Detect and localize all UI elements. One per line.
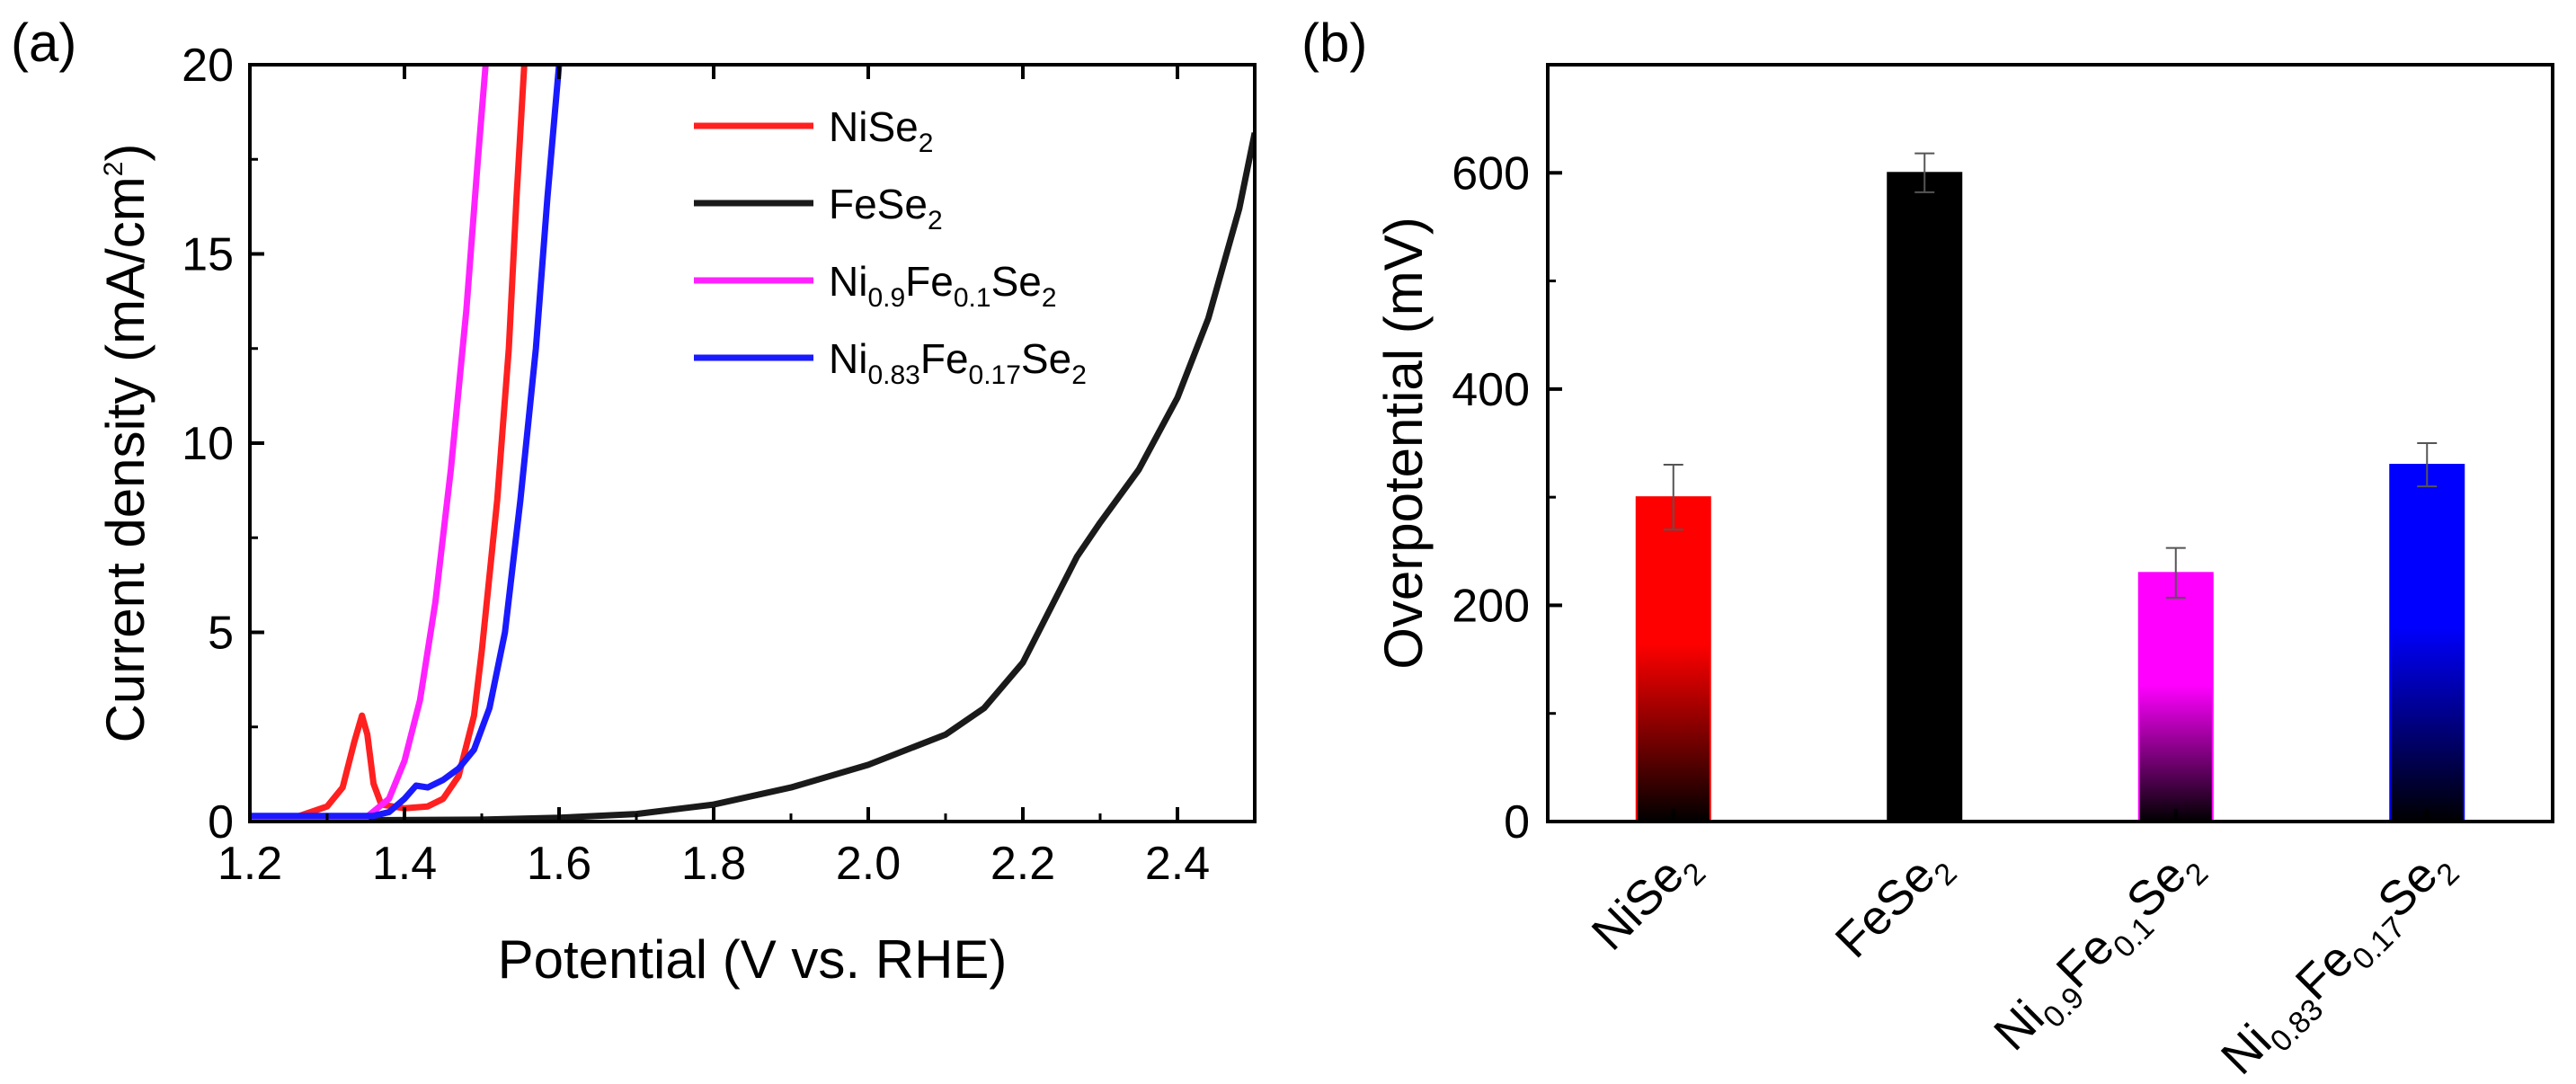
y-axis-title-b: Overpotential (mV) xyxy=(1373,217,1434,670)
x-tick-label-a: 1.8 xyxy=(681,838,746,890)
plot-frame-b xyxy=(1546,63,2554,823)
y-axis-title-a: Current density (mA/cm2) xyxy=(95,144,155,743)
category-label-1: FeSe2 xyxy=(1825,836,1964,974)
legend-label-3: Ni0.83Fe0.17Se2 xyxy=(829,335,1087,390)
legend-label-2: Ni0.9Fe0.1Se2 xyxy=(829,258,1057,313)
y-tick-label-a: 10 xyxy=(182,418,234,470)
category-label-3: Ni0.83Fe0.17Se2 xyxy=(2211,836,2466,1084)
y-tick-label-b: 400 xyxy=(1452,364,1530,416)
bar-1 xyxy=(1887,172,1963,823)
y-tick-label-a: 15 xyxy=(182,229,234,281)
series-line-3 xyxy=(250,65,563,820)
bar-chart-panel-b: (b) 0 200 400 600 Overpotential (mV) NiSe2 F… xyxy=(1301,13,2554,1084)
x-tick-label-a: 2.4 xyxy=(1145,838,1210,890)
bar-0 xyxy=(1635,496,1711,823)
y-tick-label-b: 0 xyxy=(1504,796,1530,849)
bar-3 xyxy=(2389,464,2465,822)
series-line-2 xyxy=(250,65,489,822)
y-tick-label-a: 0 xyxy=(208,796,234,849)
x-tick-label-a: 1.6 xyxy=(527,838,591,890)
series-line-0 xyxy=(250,65,528,822)
plot-frame-a xyxy=(248,63,1257,823)
y-tick-label-a: 5 xyxy=(208,608,234,660)
line-chart-panel-a: (a) 1.2 1.4 1.6 1.8 2.0 2.2 2.4 0 5 10 15 20 Potent… xyxy=(11,13,1257,990)
x-tick-label-a: 2.2 xyxy=(990,838,1055,890)
bar-plot-area xyxy=(1635,152,2465,823)
axes-a: 1.2 1.4 1.6 1.8 2.0 2.2 2.4 0 5 10 15 20 xyxy=(182,40,1210,890)
category-label-0: NiSe2 xyxy=(1582,836,1713,967)
axes-b: 0 200 400 600 xyxy=(1452,63,2429,849)
line-plot-area xyxy=(250,65,1255,822)
y-tick-label-b: 600 xyxy=(1452,147,1530,200)
category-label-2: Ni0.9Fe0.1Se2 xyxy=(1984,836,2215,1067)
legend: NiSe2 FeSe2 Ni0.9Fe0.1Se2 Ni0.83Fe0.17Se2 xyxy=(694,103,1087,390)
panel-label-a: (a) xyxy=(11,13,76,73)
y-tick-label-a: 20 xyxy=(182,40,234,92)
y-tick-label-b: 200 xyxy=(1452,580,1530,632)
panel-label-b: (b) xyxy=(1301,13,1367,73)
x-tick-label-a: 1.4 xyxy=(372,838,437,890)
series-line-1 xyxy=(250,132,1255,822)
legend-label-1: FeSe2 xyxy=(829,181,943,235)
legend-label-0: NiSe2 xyxy=(829,103,933,158)
x-tick-label-a: 2.0 xyxy=(836,838,901,890)
bar-2 xyxy=(2137,572,2214,822)
x-tick-label-a: 1.2 xyxy=(218,838,282,890)
x-axis-title-a: Potential (V vs. RHE) xyxy=(498,929,1008,990)
